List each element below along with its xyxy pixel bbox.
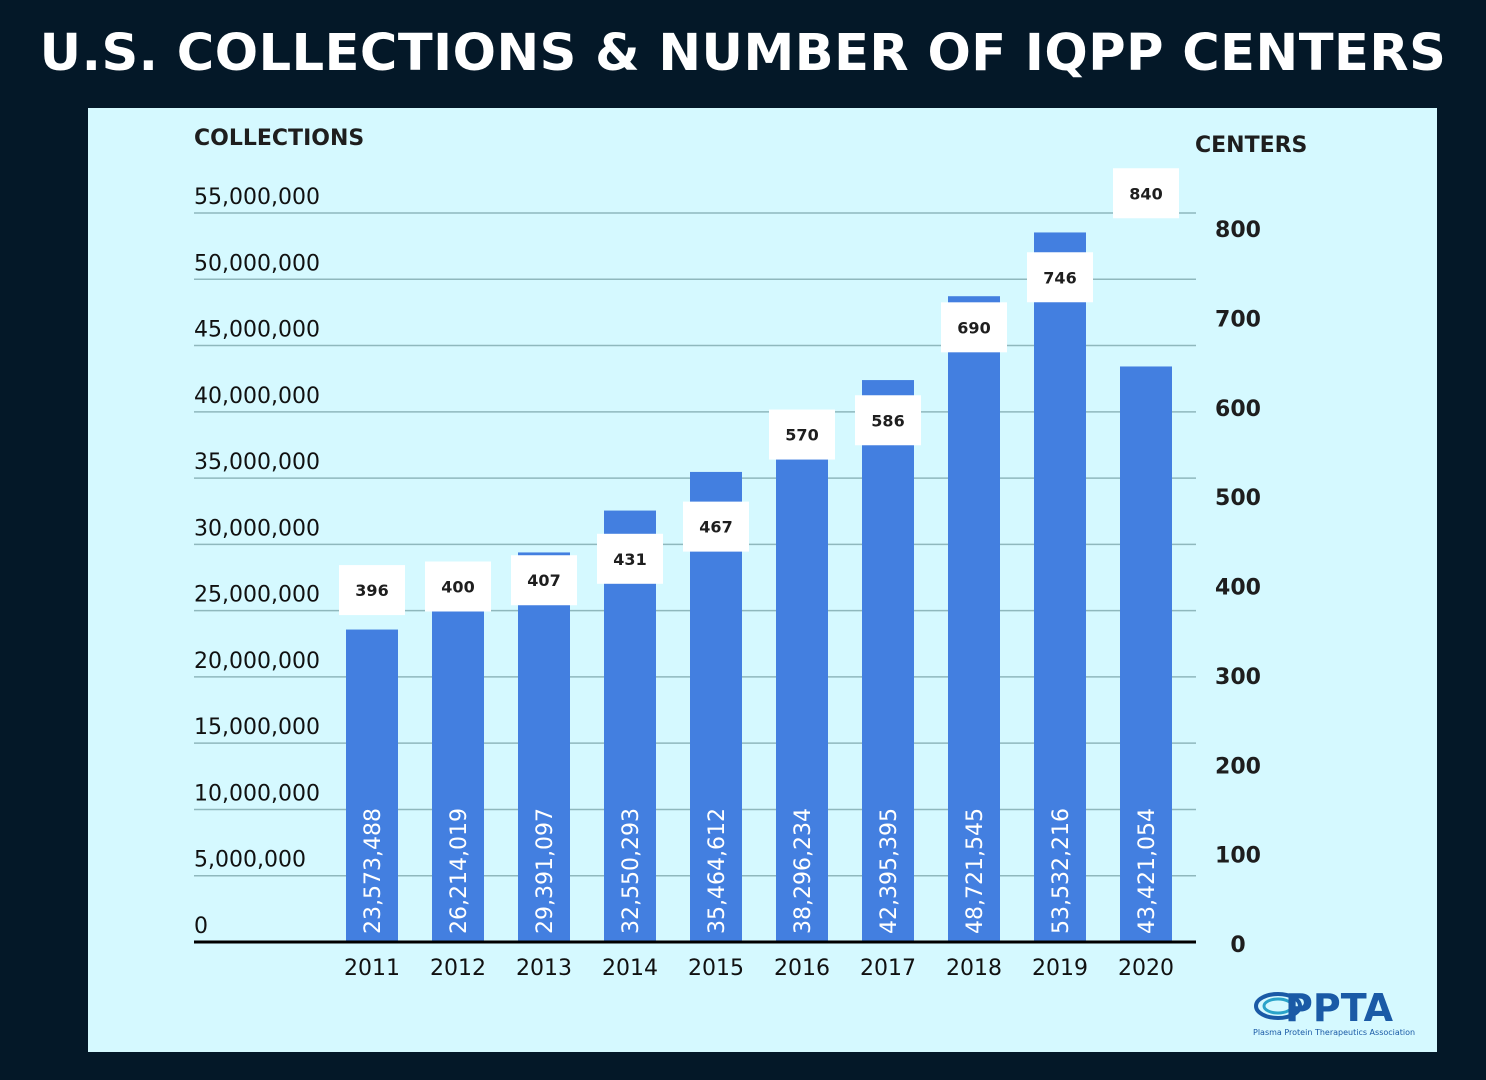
right-tick-label: 300 bbox=[1215, 665, 1261, 690]
left-tick-label: 5,000,000 bbox=[194, 848, 306, 873]
center-labels: 396 400 407 431 467 570 586 690 746 840 bbox=[339, 168, 1179, 616]
bar bbox=[776, 434, 828, 942]
left-tick-label: 40,000,000 bbox=[194, 384, 320, 409]
center-label-text: 690 bbox=[957, 318, 990, 337]
center-label-box bbox=[769, 409, 835, 460]
left-tick-label: 20,000,000 bbox=[194, 649, 320, 674]
left-tick-label: 15,000,000 bbox=[194, 715, 320, 740]
left-tick-label: 0 bbox=[194, 914, 208, 939]
center-label: 407 bbox=[511, 555, 577, 606]
center-label-box bbox=[511, 555, 577, 606]
x-tick-label: 2017 bbox=[860, 956, 916, 981]
center-label-box bbox=[941, 302, 1007, 353]
bar-value-label: 42,395,395 bbox=[877, 808, 902, 934]
bar-value-label: 48,721,545 bbox=[963, 808, 988, 934]
center-label-box bbox=[425, 561, 491, 612]
x-tick-label: 2016 bbox=[774, 956, 830, 981]
center-label: 570 bbox=[769, 409, 835, 460]
center-label-box bbox=[683, 501, 749, 552]
bar-value-label: 29,391,097 bbox=[533, 808, 558, 934]
left-tick-label: 35,000,000 bbox=[194, 450, 320, 475]
chart-title: U.S. COLLECTIONS & NUMBER OF IQPP CENTER… bbox=[39, 24, 1447, 83]
left-tick-label: 50,000,000 bbox=[194, 251, 320, 276]
bar-value-label: 26,214,019 bbox=[447, 808, 472, 934]
left-axis-ticks: 0 5,000,000 10,000,000 15,000,000 20,000,000… bbox=[194, 185, 320, 939]
x-tick-label: 2018 bbox=[946, 956, 1002, 981]
center-label: 467 bbox=[683, 501, 749, 552]
bar bbox=[1120, 366, 1172, 943]
bar bbox=[432, 594, 484, 942]
center-label: 746 bbox=[1027, 252, 1093, 303]
center-label-text: 396 bbox=[355, 581, 388, 600]
x-tick-label: 2011 bbox=[344, 956, 400, 981]
left-tick-label: 45,000,000 bbox=[194, 318, 320, 343]
bar-value-label: 32,550,293 bbox=[619, 808, 644, 934]
x-tick-label: 2012 bbox=[430, 956, 486, 981]
center-label: 586 bbox=[855, 395, 921, 446]
bar bbox=[518, 552, 570, 942]
right-tick-label: 700 bbox=[1215, 307, 1261, 332]
bar bbox=[948, 296, 1000, 942]
bar-value-label: 35,464,612 bbox=[705, 808, 730, 934]
center-label-text: 570 bbox=[785, 426, 818, 445]
left-tick-label: 10,000,000 bbox=[194, 781, 320, 806]
right-axis-ticks: 0 100 200 300 400 500 600 700 800 bbox=[1215, 218, 1261, 958]
left-tick-label: 55,000,000 bbox=[194, 185, 320, 210]
center-label-box bbox=[1113, 168, 1179, 219]
center-label-text: 840 bbox=[1129, 184, 1162, 203]
chart: 23,573,488 26,214,019 29,391,097 32,550,293… bbox=[194, 126, 1415, 1037]
bar bbox=[1034, 232, 1086, 942]
right-axis-title: CENTERS bbox=[1195, 133, 1307, 158]
left-tick-label: 30,000,000 bbox=[194, 516, 320, 541]
x-tick-label: 2019 bbox=[1032, 956, 1088, 981]
x-tick-label: 2014 bbox=[602, 956, 658, 981]
center-label-text: 400 bbox=[441, 578, 474, 597]
x-tick-label: 2013 bbox=[516, 956, 572, 981]
center-label: 396 bbox=[339, 565, 405, 616]
right-tick-label: 100 bbox=[1215, 844, 1261, 869]
left-tick-label: 25,000,000 bbox=[194, 583, 320, 608]
right-tick-label: 800 bbox=[1215, 218, 1261, 243]
center-label-text: 407 bbox=[527, 571, 560, 590]
bar bbox=[346, 629, 398, 942]
center-label: 400 bbox=[425, 561, 491, 612]
right-tick-label: 200 bbox=[1215, 754, 1261, 779]
logo-wordmark: PPTA bbox=[1285, 986, 1394, 1030]
ppta-logo: PPTA Plasma Protein Therapeutics Associa… bbox=[1253, 986, 1415, 1037]
center-label-box bbox=[339, 565, 405, 616]
ppta-swirl-icon bbox=[1254, 992, 1302, 1020]
bar-value-labels: 23,573,488 26,214,019 29,391,097 32,550,293… bbox=[361, 808, 1160, 934]
center-label: 431 bbox=[597, 533, 663, 584]
bar-value-label: 38,296,234 bbox=[791, 808, 816, 934]
center-label-text: 746 bbox=[1043, 268, 1076, 287]
right-tick-label: 600 bbox=[1215, 397, 1261, 422]
center-label-text: 586 bbox=[871, 411, 904, 430]
bar-value-label: 53,532,216 bbox=[1049, 808, 1074, 934]
center-label-text: 467 bbox=[699, 518, 732, 537]
x-tick-label: 2020 bbox=[1118, 956, 1174, 981]
right-tick-label: 500 bbox=[1215, 486, 1261, 511]
x-tick-label: 2015 bbox=[688, 956, 744, 981]
bar-value-label: 43,421,054 bbox=[1135, 808, 1160, 934]
logo-tagline: Plasma Protein Therapeutics Association bbox=[1253, 1028, 1415, 1037]
center-label-box bbox=[855, 395, 921, 446]
center-label: 690 bbox=[941, 302, 1007, 353]
left-axis-title: COLLECTIONS bbox=[194, 126, 364, 151]
center-label-box bbox=[597, 533, 663, 584]
right-tick-label: 400 bbox=[1215, 576, 1261, 601]
bar bbox=[862, 380, 914, 942]
center-label-text: 431 bbox=[613, 550, 646, 569]
x-axis-ticks: 2011 2012 2013 2014 2015 2016 2017 2018 2019 2020 bbox=[344, 956, 1174, 981]
center-label-box bbox=[1027, 252, 1093, 303]
center-label: 840 bbox=[1113, 168, 1179, 219]
bar-value-label: 23,573,488 bbox=[361, 808, 386, 934]
chart-panel: 23,573,488 26,214,019 29,391,097 32,550,293… bbox=[88, 108, 1437, 1052]
right-tick-label: 0 bbox=[1230, 933, 1245, 958]
bars bbox=[346, 232, 1172, 943]
